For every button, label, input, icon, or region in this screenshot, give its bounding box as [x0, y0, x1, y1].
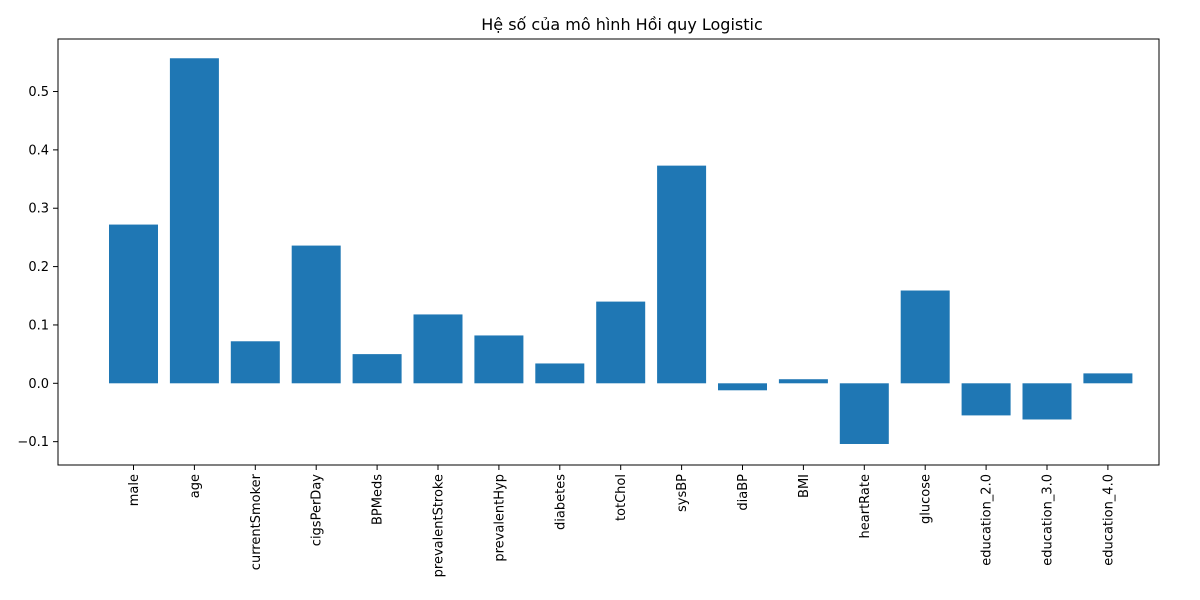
x-tick-label: currentSmoker [249, 473, 264, 570]
x-tick-label: education_2.0 [980, 474, 995, 566]
x-tick-label: male [127, 474, 142, 506]
y-tick-label: 0.2 [28, 260, 49, 275]
x-tick-label: cigsPerDay [310, 474, 325, 546]
bar-heartRate [839, 383, 889, 444]
bar-prevalentHyp [474, 335, 524, 384]
bar-education_3.0 [1022, 383, 1072, 420]
bar-sysBP [657, 165, 707, 384]
x-axis: male age currentSmoker cigsPerDay BPMeds prev… [127, 465, 1116, 577]
x-tick-label: diabetes [553, 474, 568, 530]
bar-education_2.0 [961, 383, 1011, 416]
bar-currentSmoker [230, 341, 280, 384]
bar-BMI [778, 379, 828, 384]
y-tick-label: 0.0 [28, 377, 49, 392]
x-tick-label: age [188, 474, 203, 498]
y-tick-label: 0.4 [28, 143, 49, 158]
bar-education_4.0 [1083, 373, 1133, 384]
y-tick-label: 0.3 [28, 202, 49, 217]
x-tick-label: sysBP [675, 474, 690, 512]
chart-title: Hệ số của mô hình Hồi quy Logistic [481, 15, 763, 34]
bar-diabetes [535, 363, 585, 384]
bar-BPMeds [352, 354, 402, 384]
y-tick-label: 0.5 [28, 85, 49, 100]
y-axis: −0.1 0.0 0.1 0.2 0.3 0.4 0.5 [17, 85, 58, 450]
plot-frame [57, 38, 1160, 466]
bars-group [109, 58, 1133, 444]
y-tick-label: −0.1 [17, 435, 49, 450]
x-tick-label: diaBP [736, 474, 751, 511]
bar-cigsPerDay [291, 245, 341, 384]
x-tick-label: education_4.0 [1101, 474, 1116, 566]
x-tick-label: totChol [614, 474, 629, 521]
bar-glucose [900, 290, 950, 384]
x-tick-label: BMI [797, 474, 812, 498]
bar-male [109, 224, 158, 384]
x-tick-label: prevalentStroke [432, 474, 447, 577]
bar-prevalentStroke [413, 314, 463, 384]
bar-totChol [596, 301, 646, 384]
bar-age [169, 58, 219, 384]
x-tick-label: heartRate [858, 474, 873, 538]
x-tick-label: prevalentHyp [492, 474, 507, 562]
bar-diaBP [718, 383, 767, 391]
x-tick-label: education_3.0 [1041, 474, 1056, 566]
y-tick-label: 0.1 [28, 318, 49, 333]
x-tick-label: glucose [919, 474, 934, 524]
x-tick-label: BPMeds [371, 474, 386, 525]
